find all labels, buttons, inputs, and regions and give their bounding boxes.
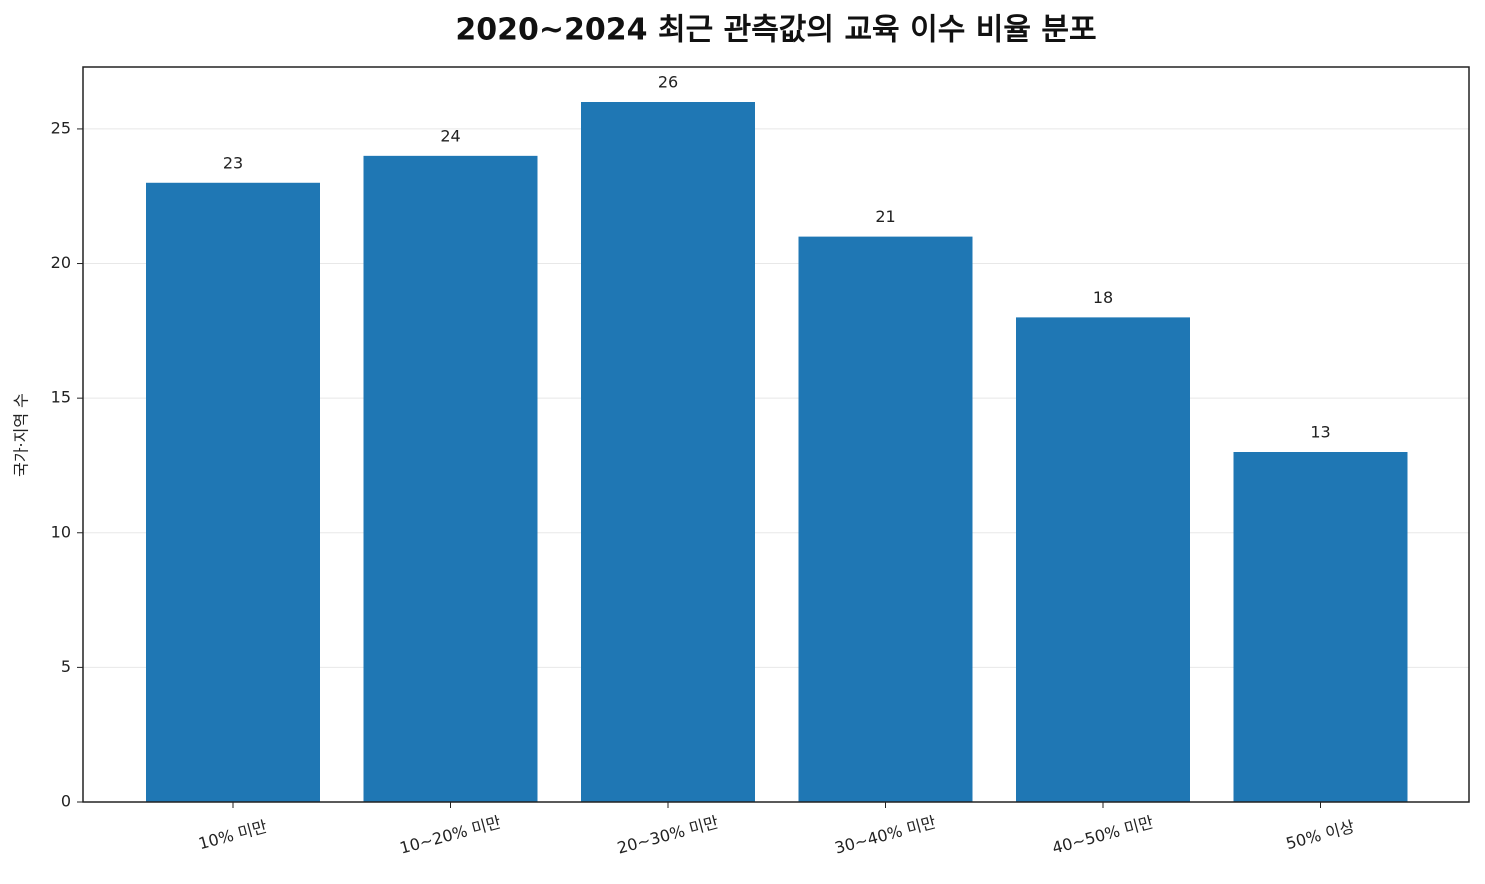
bar [1016,317,1190,802]
plot-frame [82,66,1470,803]
bar [581,102,755,802]
x-tick-label: 20~30% 미만 [615,812,721,857]
value-label: 26 [658,73,678,92]
bar [363,155,538,802]
value-label: 13 [1310,423,1330,442]
x-tick-label: 50% 이상 [1284,817,1357,854]
bar [798,236,973,803]
y-tick-label: 5 [61,657,71,676]
value-label: 23 [223,153,243,172]
y-tick-label: 25 [51,118,71,137]
value-label: 18 [1093,288,1113,307]
value-label: 24 [440,126,460,145]
x-tick-label: 30~40% 미만 [833,812,939,857]
x-tick-label: 10~20% 미만 [398,812,504,857]
value-label: 21 [875,207,895,226]
x-tick-label: 40~50% 미만 [1050,812,1156,857]
x-tick-label: 10% 미만 [196,817,269,854]
y-tick-label: 15 [51,388,71,407]
y-tick-label: 10 [51,522,71,541]
y-axis-label: 국가·지역 수 [12,393,31,477]
y-tick-label: 20 [51,253,71,272]
chart-title: 2020~2024 최근 관측값의 교육 이수 비율 분포 [455,13,1096,48]
bar [146,182,320,802]
y-tick-label: 0 [61,792,71,811]
bar [1233,452,1408,802]
